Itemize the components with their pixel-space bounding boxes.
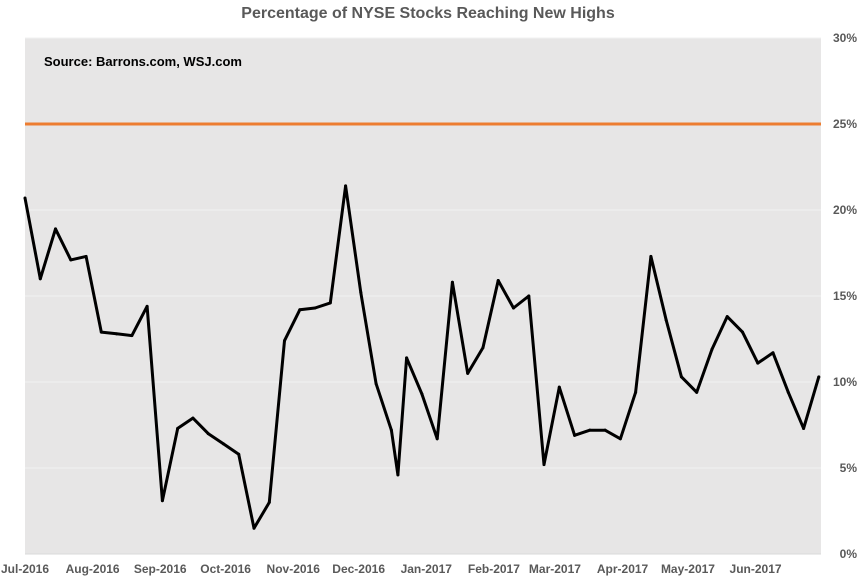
data-point: [542, 463, 546, 467]
data-point: [115, 332, 119, 336]
y-tick-label: 5%: [840, 461, 858, 475]
data-point: [725, 315, 729, 319]
data-point: [786, 390, 790, 394]
data-point: [710, 347, 714, 351]
x-tick-label: Jul-2016: [1, 562, 49, 576]
data-points: [23, 184, 821, 530]
data-point: [252, 526, 256, 530]
x-tick-label: Jan-2017: [401, 562, 453, 576]
data-point: [420, 392, 424, 396]
x-tick-label: Sep-2016: [134, 562, 187, 576]
data-point: [328, 301, 332, 305]
data-point: [84, 254, 88, 258]
data-point: [740, 330, 744, 334]
data-point: [817, 375, 821, 379]
y-tick-label: 30%: [833, 31, 857, 45]
data-point: [145, 304, 149, 308]
y-tick-label: 20%: [833, 203, 857, 217]
y-axis-ticks: 0% 5% 10% 15% 20% 25% 30%: [833, 31, 857, 561]
data-point: [267, 500, 271, 504]
data-point: [283, 339, 287, 343]
data-point: [664, 318, 668, 322]
data-point: [588, 428, 592, 432]
data-point: [557, 385, 561, 389]
chart-title: Percentage of NYSE Stocks Reaching New H…: [241, 5, 615, 22]
data-point: [618, 437, 622, 441]
data-point: [176, 426, 180, 430]
x-tick-label: Nov-2016: [267, 562, 321, 576]
data-point: [298, 308, 302, 312]
x-tick-label: Jun-2017: [730, 562, 782, 576]
data-point: [23, 196, 27, 200]
data-point: [313, 306, 317, 310]
x-tick-label: Dec-2016: [332, 562, 385, 576]
y-tick-label: 15%: [833, 289, 857, 303]
x-axis-ticks: Jul-2016 Aug-2016 Sep-2016 Oct-2016 Nov-2016…: [1, 562, 782, 576]
series-line: [23, 184, 821, 530]
x-tick-label: Mar-2017: [529, 562, 581, 576]
data-point: [206, 432, 210, 436]
source-annotation: Source: Barrons.com, WSJ.com: [44, 54, 242, 69]
data-point: [679, 375, 683, 379]
x-tick-label: May-2017: [661, 562, 715, 576]
data-point: [344, 184, 348, 188]
data-point: [481, 346, 485, 350]
data-point: [374, 382, 378, 386]
data-point: [512, 306, 516, 310]
data-point: [359, 291, 363, 295]
data-point: [771, 351, 775, 355]
data-point: [603, 428, 607, 432]
x-tick-label: Aug-2016: [66, 562, 120, 576]
data-point: [54, 227, 58, 231]
data-point: [38, 277, 42, 281]
data-point: [99, 330, 103, 334]
data-point: [496, 279, 500, 283]
y-tick-label: 0%: [840, 547, 858, 561]
gridlines: [25, 37, 821, 469]
data-point: [802, 426, 806, 430]
data-point: [450, 280, 454, 284]
data-point: [389, 428, 393, 432]
data-point: [695, 390, 699, 394]
data-point: [396, 473, 400, 477]
data-point: [221, 442, 225, 446]
x-tick-label: Feb-2017: [468, 562, 520, 576]
data-point: [160, 499, 164, 503]
data-point: [466, 371, 470, 375]
y-tick-label: 10%: [833, 375, 857, 389]
data-point: [756, 361, 760, 365]
data-point: [237, 452, 241, 456]
data-point: [69, 258, 73, 262]
data-point: [191, 416, 195, 420]
data-point: [405, 356, 409, 360]
data-point: [634, 390, 638, 394]
data-point: [649, 254, 653, 258]
data-point: [435, 437, 439, 441]
data-point: [527, 294, 531, 298]
x-tick-label: Oct-2016: [200, 562, 251, 576]
y-tick-label: 25%: [833, 117, 857, 131]
x-tick-label: Apr-2017: [597, 562, 649, 576]
data-point: [573, 433, 577, 437]
data-point: [130, 334, 134, 338]
